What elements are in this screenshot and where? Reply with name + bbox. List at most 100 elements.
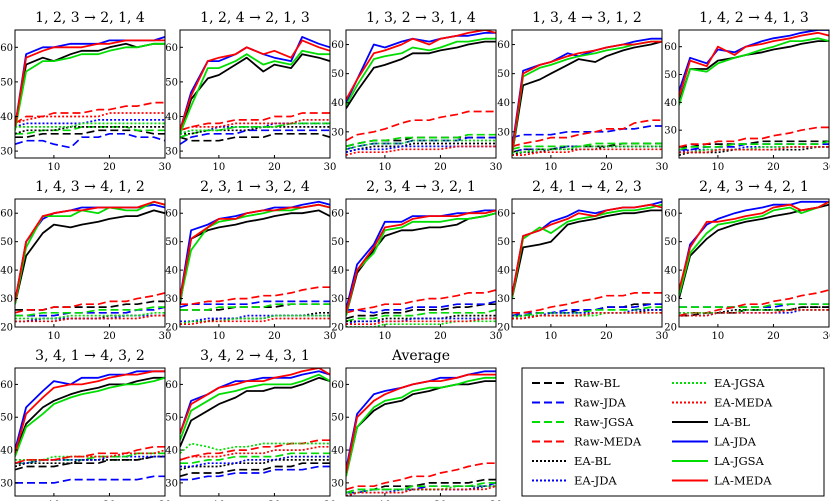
series-line-la-jgsa bbox=[346, 37, 496, 107]
series-line-la-jda bbox=[346, 209, 496, 311]
series-line-la-meda bbox=[679, 31, 829, 98]
x-tick-label: 10 bbox=[379, 331, 392, 342]
y-tick-label: 40 bbox=[165, 446, 178, 457]
series-line-la-meda bbox=[180, 368, 330, 434]
series-line-ea-meda bbox=[346, 317, 496, 326]
y-tick-label: 30 bbox=[0, 294, 13, 305]
series-line-la-bl bbox=[15, 42, 165, 128]
series-line-la-meda bbox=[346, 209, 496, 314]
series-line-la-jda bbox=[15, 370, 165, 451]
series-line-la-meda bbox=[15, 200, 165, 302]
series-line-raw-meda bbox=[15, 445, 165, 465]
series-line-ea-meda bbox=[180, 317, 330, 326]
series-group bbox=[679, 200, 829, 317]
series-line-ea-meda bbox=[15, 449, 165, 465]
y-tick-label: 60 bbox=[664, 209, 677, 220]
series-line-la-bl bbox=[180, 53, 330, 135]
series-line-raw-bl bbox=[346, 136, 496, 148]
y-tick-label: 60 bbox=[331, 380, 344, 391]
series-line-raw-jda bbox=[15, 132, 165, 149]
series-line-ea-bl bbox=[346, 142, 496, 154]
y-tick-label: 50 bbox=[331, 413, 344, 424]
panel-title: 1, 2, 3 → 2, 1, 4 bbox=[35, 10, 145, 26]
x-tick-label: 30 bbox=[823, 331, 830, 342]
y-tick-label: 50 bbox=[664, 237, 677, 248]
legend-label-la-jda: LA-JDA bbox=[714, 435, 757, 449]
panel-10: 2, 4, 3 → 4, 2, 1 10 20 30 20 30 40 50 60 bbox=[664, 179, 830, 342]
axes-frame bbox=[345, 367, 497, 497]
panel-12: 3, 4, 2 → 4, 3, 110203030405060 bbox=[165, 348, 336, 501]
panel-3: 1, 3, 2 → 3, 1, 4 10 20 30 30 40 50 60 bbox=[331, 10, 502, 173]
y-tick-label: 50 bbox=[331, 69, 344, 80]
series-line-ea-bl bbox=[679, 146, 829, 157]
series-line-la-jgsa bbox=[346, 212, 496, 316]
series-line-ea-meda bbox=[15, 314, 165, 323]
panel-title: Average bbox=[391, 348, 450, 364]
y-tick-label: 30 bbox=[0, 478, 13, 489]
series-line-la-bl bbox=[15, 376, 165, 454]
legend-label-la-meda: LA-MEDA bbox=[714, 474, 772, 488]
legend-label-raw-bl: Raw-BL bbox=[574, 376, 620, 390]
series-line-raw-bl bbox=[346, 303, 496, 320]
series-line-raw-jgsa bbox=[679, 140, 829, 151]
y-tick-label: 30 bbox=[497, 294, 510, 305]
series-line-ea-jgsa bbox=[346, 320, 496, 327]
x-tick-label: 20 bbox=[767, 162, 780, 173]
series-line-la-meda bbox=[180, 203, 330, 299]
series-line-la-jda bbox=[346, 32, 496, 104]
axes-frame bbox=[511, 29, 663, 159]
series-group bbox=[15, 36, 165, 149]
series-line-ea-jgsa bbox=[180, 442, 330, 454]
x-tick-label: 30 bbox=[159, 331, 172, 342]
series-line-la-jgsa bbox=[512, 40, 662, 156]
y-tick-label: 40 bbox=[664, 98, 677, 109]
series-line-la-meda bbox=[15, 39, 165, 128]
x-tick-label: 20 bbox=[103, 331, 116, 342]
series-line-ea-jgsa bbox=[15, 122, 165, 128]
x-tick-label: 30 bbox=[823, 162, 830, 173]
series-line-ea-jgsa bbox=[180, 314, 330, 326]
series-line-raw-jgsa bbox=[180, 303, 330, 311]
y-tick-label: 60 bbox=[0, 209, 13, 220]
y-tick-label: 30 bbox=[165, 478, 178, 489]
y-tick-label: 60 bbox=[0, 380, 13, 391]
series-line-la-jgsa bbox=[180, 373, 330, 441]
y-tick-label: 50 bbox=[0, 77, 13, 88]
series-line-la-jgsa bbox=[15, 376, 165, 457]
x-tick-label: 30 bbox=[656, 162, 669, 173]
panel-9: 2, 4, 1 → 4, 2, 3 10 20 30 20 30 40 50 60 bbox=[497, 179, 668, 342]
series-line-ea-jda bbox=[346, 145, 496, 154]
series-line-raw-jgsa bbox=[512, 142, 662, 151]
y-tick-label: 20 bbox=[165, 323, 178, 334]
y-tick-label: 40 bbox=[331, 266, 344, 277]
series-group bbox=[180, 368, 330, 481]
series-line-ea-bl bbox=[180, 459, 330, 471]
series-line-raw-meda bbox=[346, 289, 496, 314]
y-tick-label: 40 bbox=[497, 98, 510, 109]
y-tick-label: 40 bbox=[165, 112, 178, 123]
y-tick-label: 30 bbox=[664, 294, 677, 305]
series-line-la-bl bbox=[679, 203, 829, 299]
y-tick-label: 30 bbox=[165, 147, 178, 158]
series-line-la-bl bbox=[346, 380, 496, 477]
series-line-raw-meda bbox=[15, 292, 165, 314]
y-tick-label: 60 bbox=[497, 40, 510, 51]
series-line-la-bl bbox=[679, 40, 829, 103]
series-line-la-jda bbox=[346, 370, 496, 470]
series-group bbox=[15, 200, 165, 323]
legend-label-ea-jda: EA-JDA bbox=[574, 474, 617, 488]
series-line-raw-meda bbox=[679, 289, 829, 317]
series-line-la-bl bbox=[180, 209, 330, 305]
x-tick-label: 20 bbox=[268, 162, 281, 173]
y-tick-label: 40 bbox=[331, 446, 344, 457]
series-line-ea-jda bbox=[15, 314, 165, 323]
y-tick-label: 50 bbox=[664, 70, 677, 81]
x-tick-label: 10 bbox=[545, 331, 558, 342]
y-tick-label: 30 bbox=[331, 478, 344, 489]
series-line-raw-jda bbox=[180, 129, 330, 145]
series-line-raw-jda bbox=[180, 300, 330, 308]
series-line-raw-meda bbox=[346, 462, 496, 491]
series-group bbox=[346, 370, 496, 496]
series-line-raw-jda bbox=[512, 125, 662, 139]
